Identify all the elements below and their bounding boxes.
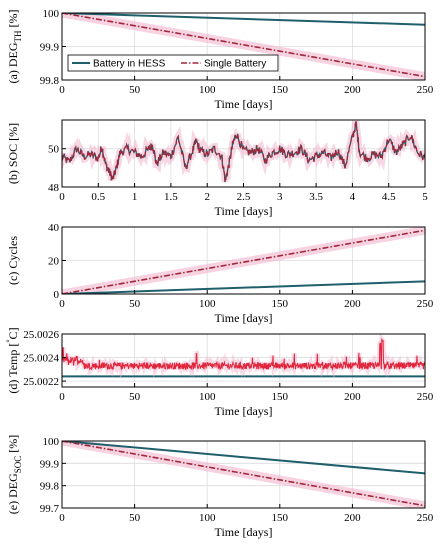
x-tick-label: 200 — [344, 298, 361, 310]
y-tick-label: 99.9 — [40, 458, 60, 470]
series-line-battery-in-hess — [62, 280, 425, 294]
x-axis-label: Time [days] — [215, 204, 273, 218]
x-tick-label: 200 — [344, 84, 361, 96]
x-axis-label: Time [days] — [215, 525, 273, 539]
data-layer — [62, 334, 425, 379]
x-tick-label: 250 — [417, 298, 434, 310]
y-tick-label: 99.8 — [40, 75, 60, 87]
legend-label-single-battery: Single Battery — [204, 59, 266, 70]
y-axis-label: (b) SOC [%] — [6, 123, 20, 184]
x-tick-label: 200 — [344, 391, 361, 403]
series-line-battery-in-hess — [62, 441, 425, 475]
y-axis-label: (d) Temp [°C] — [5, 327, 20, 393]
x-tick-label: 100 — [199, 298, 216, 310]
panel-d: 0 50 100 150 200 250 25.0022 25.0024 25.0026 Time… — [5, 327, 434, 418]
x-tick-label: 100 — [199, 391, 216, 403]
y-tick-label: 25.0026 — [23, 329, 59, 341]
x-tick-label: 1 — [132, 191, 138, 203]
series-line-single-battery — [62, 441, 425, 507]
y-tick-label: 100 — [43, 8, 60, 20]
x-tick-label: 1.5 — [164, 191, 178, 203]
panel-c: 0 50 100 150 200 250 0 20 40 Time [days] (c) Cycle… — [6, 222, 434, 325]
x-tick-label: 200 — [344, 512, 361, 524]
x-tick-label: 2.5 — [237, 191, 251, 203]
y-axis-label: (a) DEGTH [%] — [6, 10, 23, 84]
x-tick-label: 50 — [129, 512, 141, 524]
x-tick-label: 5 — [422, 191, 428, 203]
y-tick-label: 99.8 — [40, 481, 60, 493]
panel-b: 0 0.5 1 1.5 2 2.5 3 3.5 4 4.5 5 48 50 Time [days] (b) … — [6, 119, 428, 218]
x-axis-label: Time [days] — [215, 404, 273, 418]
x-tick-label: 150 — [272, 512, 289, 524]
soc-line-single — [62, 121, 425, 183]
series-line-single-battery — [62, 13, 425, 78]
y-tick-label: 48 — [48, 182, 60, 194]
y-tick-label: 100 — [43, 436, 60, 448]
x-tick-label: 0.5 — [91, 191, 105, 203]
y-tick-label: 0 — [54, 289, 60, 301]
y-tick-label: 25.0024 — [23, 353, 59, 365]
y-tick-label: 40 — [48, 222, 60, 234]
x-tick-label: 4.5 — [382, 191, 396, 203]
x-tick-label: 0 — [59, 84, 65, 96]
x-tick-label: 150 — [272, 84, 289, 96]
axes-box — [61, 333, 426, 388]
x-axis-label: Time [days] — [215, 311, 273, 325]
x-tick-label: 2 — [204, 191, 210, 203]
axes-box — [61, 440, 426, 509]
x-tick-label: 150 — [272, 298, 289, 310]
data-layer — [62, 120, 425, 183]
series-line-battery-in-hess — [62, 13, 425, 26]
y-axis-label: (c) Cycles — [6, 236, 20, 285]
y-tick-label: 25.0022 — [23, 376, 59, 388]
legend: Battery in HESS Single Battery — [67, 54, 279, 72]
series-line-single-battery — [62, 229, 425, 294]
legend-label-battery-in-hess: Battery in HESS — [93, 59, 166, 70]
x-tick-label: 50 — [129, 298, 141, 310]
x-tick-label: 0 — [59, 298, 65, 310]
x-tick-label: 150 — [272, 391, 289, 403]
x-tick-label: 250 — [417, 84, 434, 96]
y-tick-label: 50 — [48, 144, 60, 156]
legend-box — [67, 54, 279, 72]
data-layer — [62, 441, 425, 508]
y-tick-label: 20 — [48, 256, 60, 268]
temp-line-single-battery — [62, 337, 425, 372]
x-tick-label: 50 — [129, 84, 141, 96]
x-tick-label: 3 — [277, 191, 283, 203]
x-tick-label: 250 — [417, 391, 434, 403]
x-tick-label: 3.5 — [309, 191, 323, 203]
x-tick-label: 0 — [59, 391, 65, 403]
x-tick-label: 100 — [199, 512, 216, 524]
x-tick-label: 0 — [59, 512, 65, 524]
data-layer — [62, 13, 425, 80]
y-tick-label: 99.9 — [40, 42, 60, 54]
x-axis-label: Time [days] — [215, 97, 273, 111]
x-tick-label: 250 — [417, 512, 434, 524]
y-tick-label: 99.7 — [40, 503, 60, 515]
x-tick-label: 0 — [59, 191, 65, 203]
x-tick-label: 100 — [199, 84, 216, 96]
x-tick-label: 50 — [129, 391, 141, 403]
data-layer — [62, 227, 425, 294]
y-axis-label: (e) DEGSOC [%] — [6, 435, 23, 515]
x-tick-label: 4 — [350, 191, 356, 203]
